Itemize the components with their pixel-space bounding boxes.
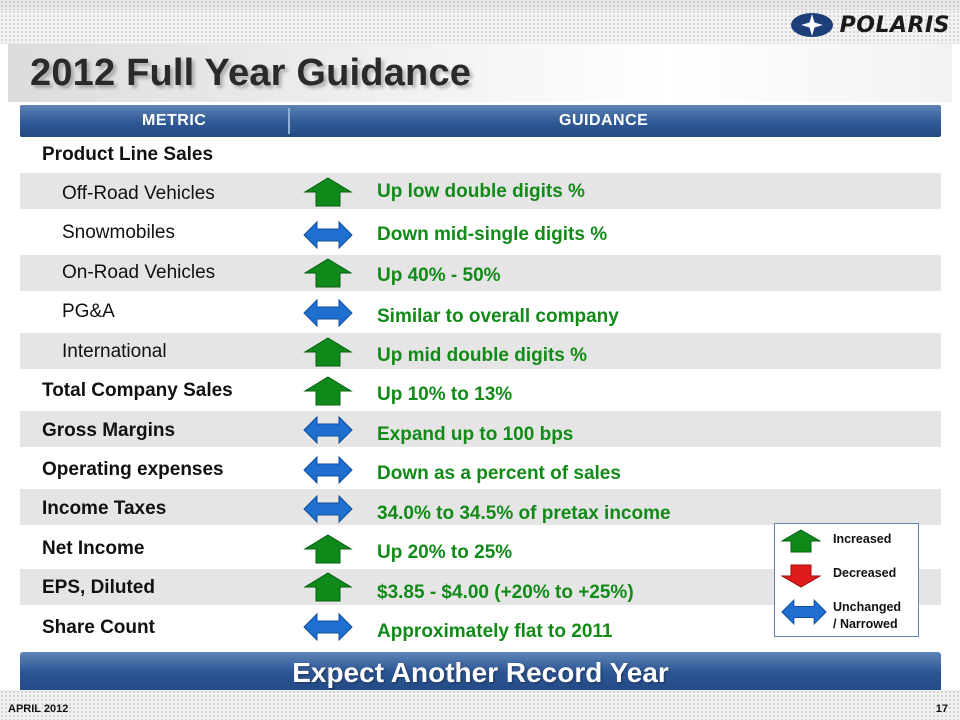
guidance-text: Up 10% to 13% [377, 384, 513, 405]
record-year-banner [20, 652, 941, 692]
legend-label-increased: Increased [833, 532, 892, 546]
red-down-arrow-icon [780, 564, 822, 593]
legend-box: Increased Decreased Unchanged / Narrowed [774, 523, 919, 637]
row-stripe [20, 333, 941, 369]
banner-text: Expect Another Record Year [292, 657, 669, 688]
green-up-arrow-icon [303, 337, 353, 367]
page-number: 17 [935, 703, 948, 715]
metric-label: On-Road Vehicles [62, 262, 216, 283]
metric-label: Off-Road Vehicles [62, 183, 215, 204]
metric-label: Snowmobiles [62, 222, 175, 243]
blue-double-arrow-icon [303, 612, 353, 642]
blue-double-arrow-icon [781, 598, 827, 631]
polaris-star-icon [790, 13, 833, 37]
blue-double-arrow-icon [303, 455, 353, 485]
guidance-text: Up mid double digits % [377, 345, 588, 366]
guidance-text: Up 20% to 25% [377, 542, 513, 563]
metric-label: Total Company Sales [42, 380, 233, 401]
blue-double-arrow-icon [303, 494, 353, 524]
column-header-metric: METRIC [142, 112, 207, 129]
guidance-text: $3.85 - $4.00 (+20% to +25%) [377, 582, 634, 603]
section-header-product-line-sales: Product Line Sales [42, 144, 214, 165]
row-stripe [20, 411, 941, 447]
table-header-bar [20, 105, 941, 137]
guidance-text: Similar to overall company [377, 306, 619, 327]
green-up-arrow-icon [780, 529, 822, 558]
metric-label: PG&A [62, 301, 115, 322]
page-title: 2012 Full Year Guidance [30, 52, 472, 94]
guidance-text: Up 40% - 50% [377, 265, 501, 286]
guidance-text: 34.0% to 34.5% of pretax income [377, 503, 671, 524]
metric-label: EPS, Diluted [42, 577, 155, 598]
metric-label: Share Count [42, 617, 155, 638]
legend-label-narrowed: / Narrowed [833, 617, 898, 631]
column-header-guidance: GUIDANCE [559, 112, 649, 129]
guidance-text: Down mid-single digits % [377, 224, 608, 245]
metric-label: Net Income [42, 538, 145, 559]
guidance-text: Expand up to 100 bps [377, 424, 574, 445]
guidance-text: Up low double digits % [377, 181, 585, 202]
row-stripe [20, 255, 941, 291]
metric-label: Operating expenses [42, 459, 224, 480]
row-stripe [20, 173, 941, 209]
title-band [8, 44, 952, 102]
green-up-arrow-icon [303, 572, 353, 602]
blue-double-arrow-icon [303, 298, 353, 328]
green-up-arrow-icon [303, 376, 353, 406]
row-stripe [20, 489, 941, 525]
green-up-arrow-icon [303, 534, 353, 564]
table-header-divider [288, 108, 290, 134]
footer-date: APRIL 2012 [8, 703, 69, 715]
guidance-text: Down as a percent of sales [377, 463, 621, 484]
legend-label-decreased: Decreased [833, 566, 897, 580]
blue-double-arrow-icon [303, 415, 353, 445]
metric-label: Income Taxes [42, 498, 167, 519]
top-decor-strip [0, 0, 960, 10]
metric-label: International [62, 341, 167, 362]
green-up-arrow-icon [303, 258, 353, 288]
legend-label-unchanged: Unchanged [833, 600, 902, 614]
footer-decor-strip [0, 690, 960, 720]
brand-logo: POLARIS [790, 10, 950, 40]
brand-name: POLARIS [839, 12, 950, 38]
guidance-text: Approximately flat to 2011 [377, 621, 613, 642]
green-up-arrow-icon [303, 177, 353, 207]
metric-label: Gross Margins [42, 420, 176, 441]
blue-double-arrow-icon [303, 220, 353, 250]
